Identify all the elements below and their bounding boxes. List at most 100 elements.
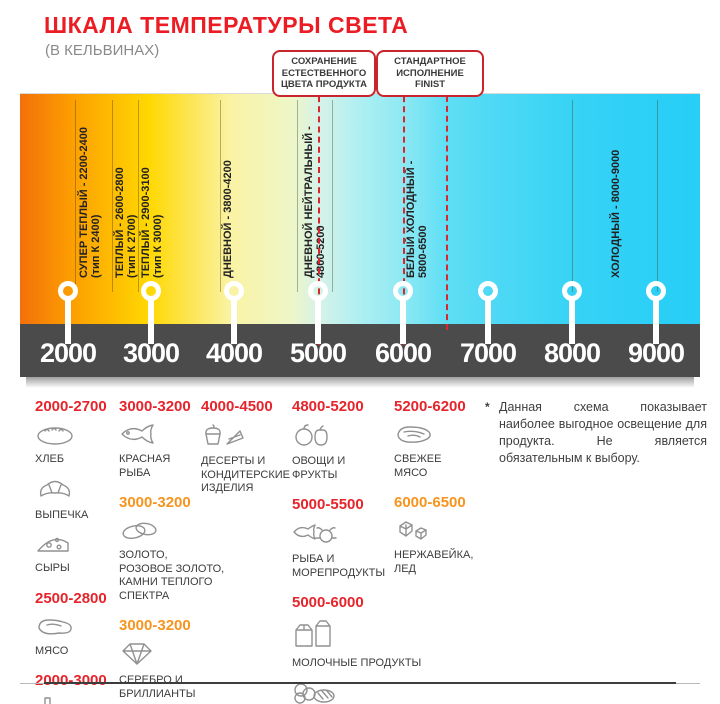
zone-label-line: 4800-5200 [315,225,327,278]
tick-number-8000: 8000 [543,338,601,368]
range-header: 3000-3200 [119,617,191,634]
meat-icon [35,614,107,643]
zone-label-line: (тип К 2400) [90,214,102,278]
legend-item-label: СВЕЖЕЕ МЯСО [394,453,473,480]
legend-item-label: ОВОЩИ И ФРУКТЫ [292,455,421,482]
range-header: 5000-5500 [292,496,364,513]
legend-item: АКОГОЛЬ [35,696,107,704]
range-header: 4800-5200 [292,398,364,415]
legend-column-3: 4000-4500 ДЕСЕРТЫ И КОНДИТЕРСКИЕ ИЗДЕЛИЯ [201,398,290,505]
frozen-icon [292,680,421,704]
page-subtitle: (В КЕЛЬВИНАХ) [45,42,160,59]
legend-item: МОЛОЧНЫЕ ПРОДУКТЫ [292,618,421,671]
pastry-icon [35,476,107,507]
tick-ring-2000 [58,281,78,301]
tick-stem-4000 [231,297,237,344]
range-header: 5000-6000 [292,594,364,611]
legend-item-label: ХЛЕБ [35,453,107,467]
ice-icon [394,518,473,547]
legend-column-1: 2000-2700 ХЛЕБ ВЫПЕЧКА СЫРЫ 2500-2800 МЯСО 200… [35,398,107,704]
zone-label: ХОЛОДНЫЙ - 8000-9000 [610,150,622,278]
legend-item-label-line: МЯСО [394,466,428,479]
tick-ring-7000 [478,281,498,301]
legend-item-label-line: КАМНИ ТЕПЛОГО [119,576,213,588]
zone-label: БЕЛЫЙ ХОЛОДНЫЙ -5800-6500 [405,161,429,278]
legend-item: СЫРЫ [35,531,107,576]
tick-ring-9000 [646,281,666,301]
callout-line: СОХРАНЕНИЕ [291,56,357,67]
footnote-text: Данная схема показывает наиболее выгодно… [499,400,707,465]
zone-label: ТЕПЛЫЙ - 2600-2800 (тип К 2700) [114,167,138,278]
legend-item-label-line: КОНДИТЕРСКИЕ [201,468,291,481]
range-header: 2000-3000 [35,672,107,689]
tick-number-7000: 7000 [459,338,517,368]
zone-label: ДНЕВНОЙ НЕЙТРАЛЬНЫЙ -4800-5200 [303,126,327,278]
zone-label-line: ТЕПЛЫЙ - 2900-3100 [140,167,152,278]
zone-label-line: (тип К 2700) [126,214,138,278]
legend-item: ХЛЕБ [35,422,107,467]
zone-label-line: 5800-6500 [417,225,429,278]
range-header: 4000-4500 [201,398,273,415]
legend-item-label-line: РЫБА [119,466,151,479]
tick-number-4000: 4000 [205,338,263,368]
legend-item-label-line: МОРЕПРОДУКТЫ [292,566,386,579]
zone-label-line: СУПЕР ТЕПЛЫЙ - 2200-2400 [78,126,90,278]
legend-column-5: 5200-6200 СВЕЖЕЕ МЯСО 6000-6500 НЕРЖАВЕЙКА, Л… [394,398,473,585]
tick-stem-9000 [653,297,659,344]
color-temperature-gradient [20,93,700,325]
zone-label: ТЕПЛЫЙ - 2900-3100 (тип К 3000) [140,167,164,278]
legend-item-label: МОЛОЧНЫЕ ПРОДУКТЫ [292,657,421,671]
axis-bar-shadow [26,377,694,388]
legend-item-label-line: РЫБА И [292,553,335,565]
legend-item-label-line: ИЗДЕЛИЯ [201,482,254,494]
legend-item-label: СЫРЫ [35,562,107,576]
callout-line: FINIST [414,79,446,90]
legend-item-label: КРАСНАЯ РЫБА [119,453,224,480]
fresh-meat-icon [394,422,473,451]
tick-number-6000: 6000 [374,338,432,368]
legend-item-label-line: СВЕЖЕЕ [394,453,442,465]
callout-finist-standard: СТАНДАРТНОЕ ИСПОЛНЕНИЕ FINIST [376,50,484,97]
callout-line: ИСПОЛНЕНИЕ [396,67,464,79]
legend-item: НЕРЖАВЕЙКА, ЛЕД [394,518,473,576]
zone-label-line: БЕЛЫЙ ХОЛОДНЫЙ - [405,160,417,278]
bottom-rule-dark [44,682,676,684]
legend-item-label-line: БРИЛЛИАНТЫ [119,687,196,700]
legend-item-label: МЯСО [35,645,107,659]
tick-ring-6000 [393,281,413,301]
legend-item-label-line: ЗОЛОТО, [119,549,168,561]
zone-guide-line [138,100,139,292]
legend-item-label-line: РОЗОВОЕ ЗОЛОТО, [119,562,225,575]
tick-ring-4000 [224,281,244,301]
legend-item-label-line: КРАСНАЯ [119,453,171,465]
page-title: ШКАЛА ТЕМПЕРАТУРЫ СВЕТА [44,12,409,38]
milk-icon [292,618,421,655]
range-header: 2500-2800 [35,589,107,607]
seafood-icon [292,520,421,551]
legend-item: СЕРЕБРО И БРИЛЛИАНТЫ [119,641,224,701]
range-header: 5200-6200 [394,398,466,415]
tick-number-5000: 5000 [289,338,347,368]
zone-label: ДНЕВНОЙ - 3800-4200 [222,160,234,278]
zone-guide-line [297,100,298,292]
legend-item-label: НЕРЖАВЕЙКА, ЛЕД [394,549,473,576]
callout-line: ЕСТЕСТВЕННОГО [281,67,367,79]
legend-item: СВЕЖЕЕ МЯСО [394,422,473,480]
tick-stem-8000 [569,297,575,344]
zone-guide-line [572,100,573,292]
zone-guide-line [657,100,658,292]
tick-number-2000: 2000 [39,338,97,368]
legend-item-label: ДЕСЕРТЫ И КОНДИТЕРСКИЕ ИЗДЕЛИЯ [201,455,290,496]
dashed-indicator-line [403,86,405,345]
fruits-icon [292,422,421,453]
callout-line: СТАНДАРТНОЕ [394,56,466,67]
tick-stem-6000 [400,297,406,344]
legend-item-label-line: СЕРЕБРО И [119,674,183,686]
tick-stem-7000 [485,297,491,344]
legend-item-label: РЫБА И МОРЕПРОДУКТЫ [292,553,421,580]
callout-natural-color: СОХРАНЕНИЕ ЕСТЕСТВЕННОГО ЦВЕТА ПРОДУКТА [272,50,376,97]
legend-item: КРАСНАЯ РЫБА [119,422,224,480]
dashed-indicator-line [446,86,448,330]
legend-item-label-line: МОЛОЧНЫЕ ПРОДУКТЫ [292,657,422,669]
